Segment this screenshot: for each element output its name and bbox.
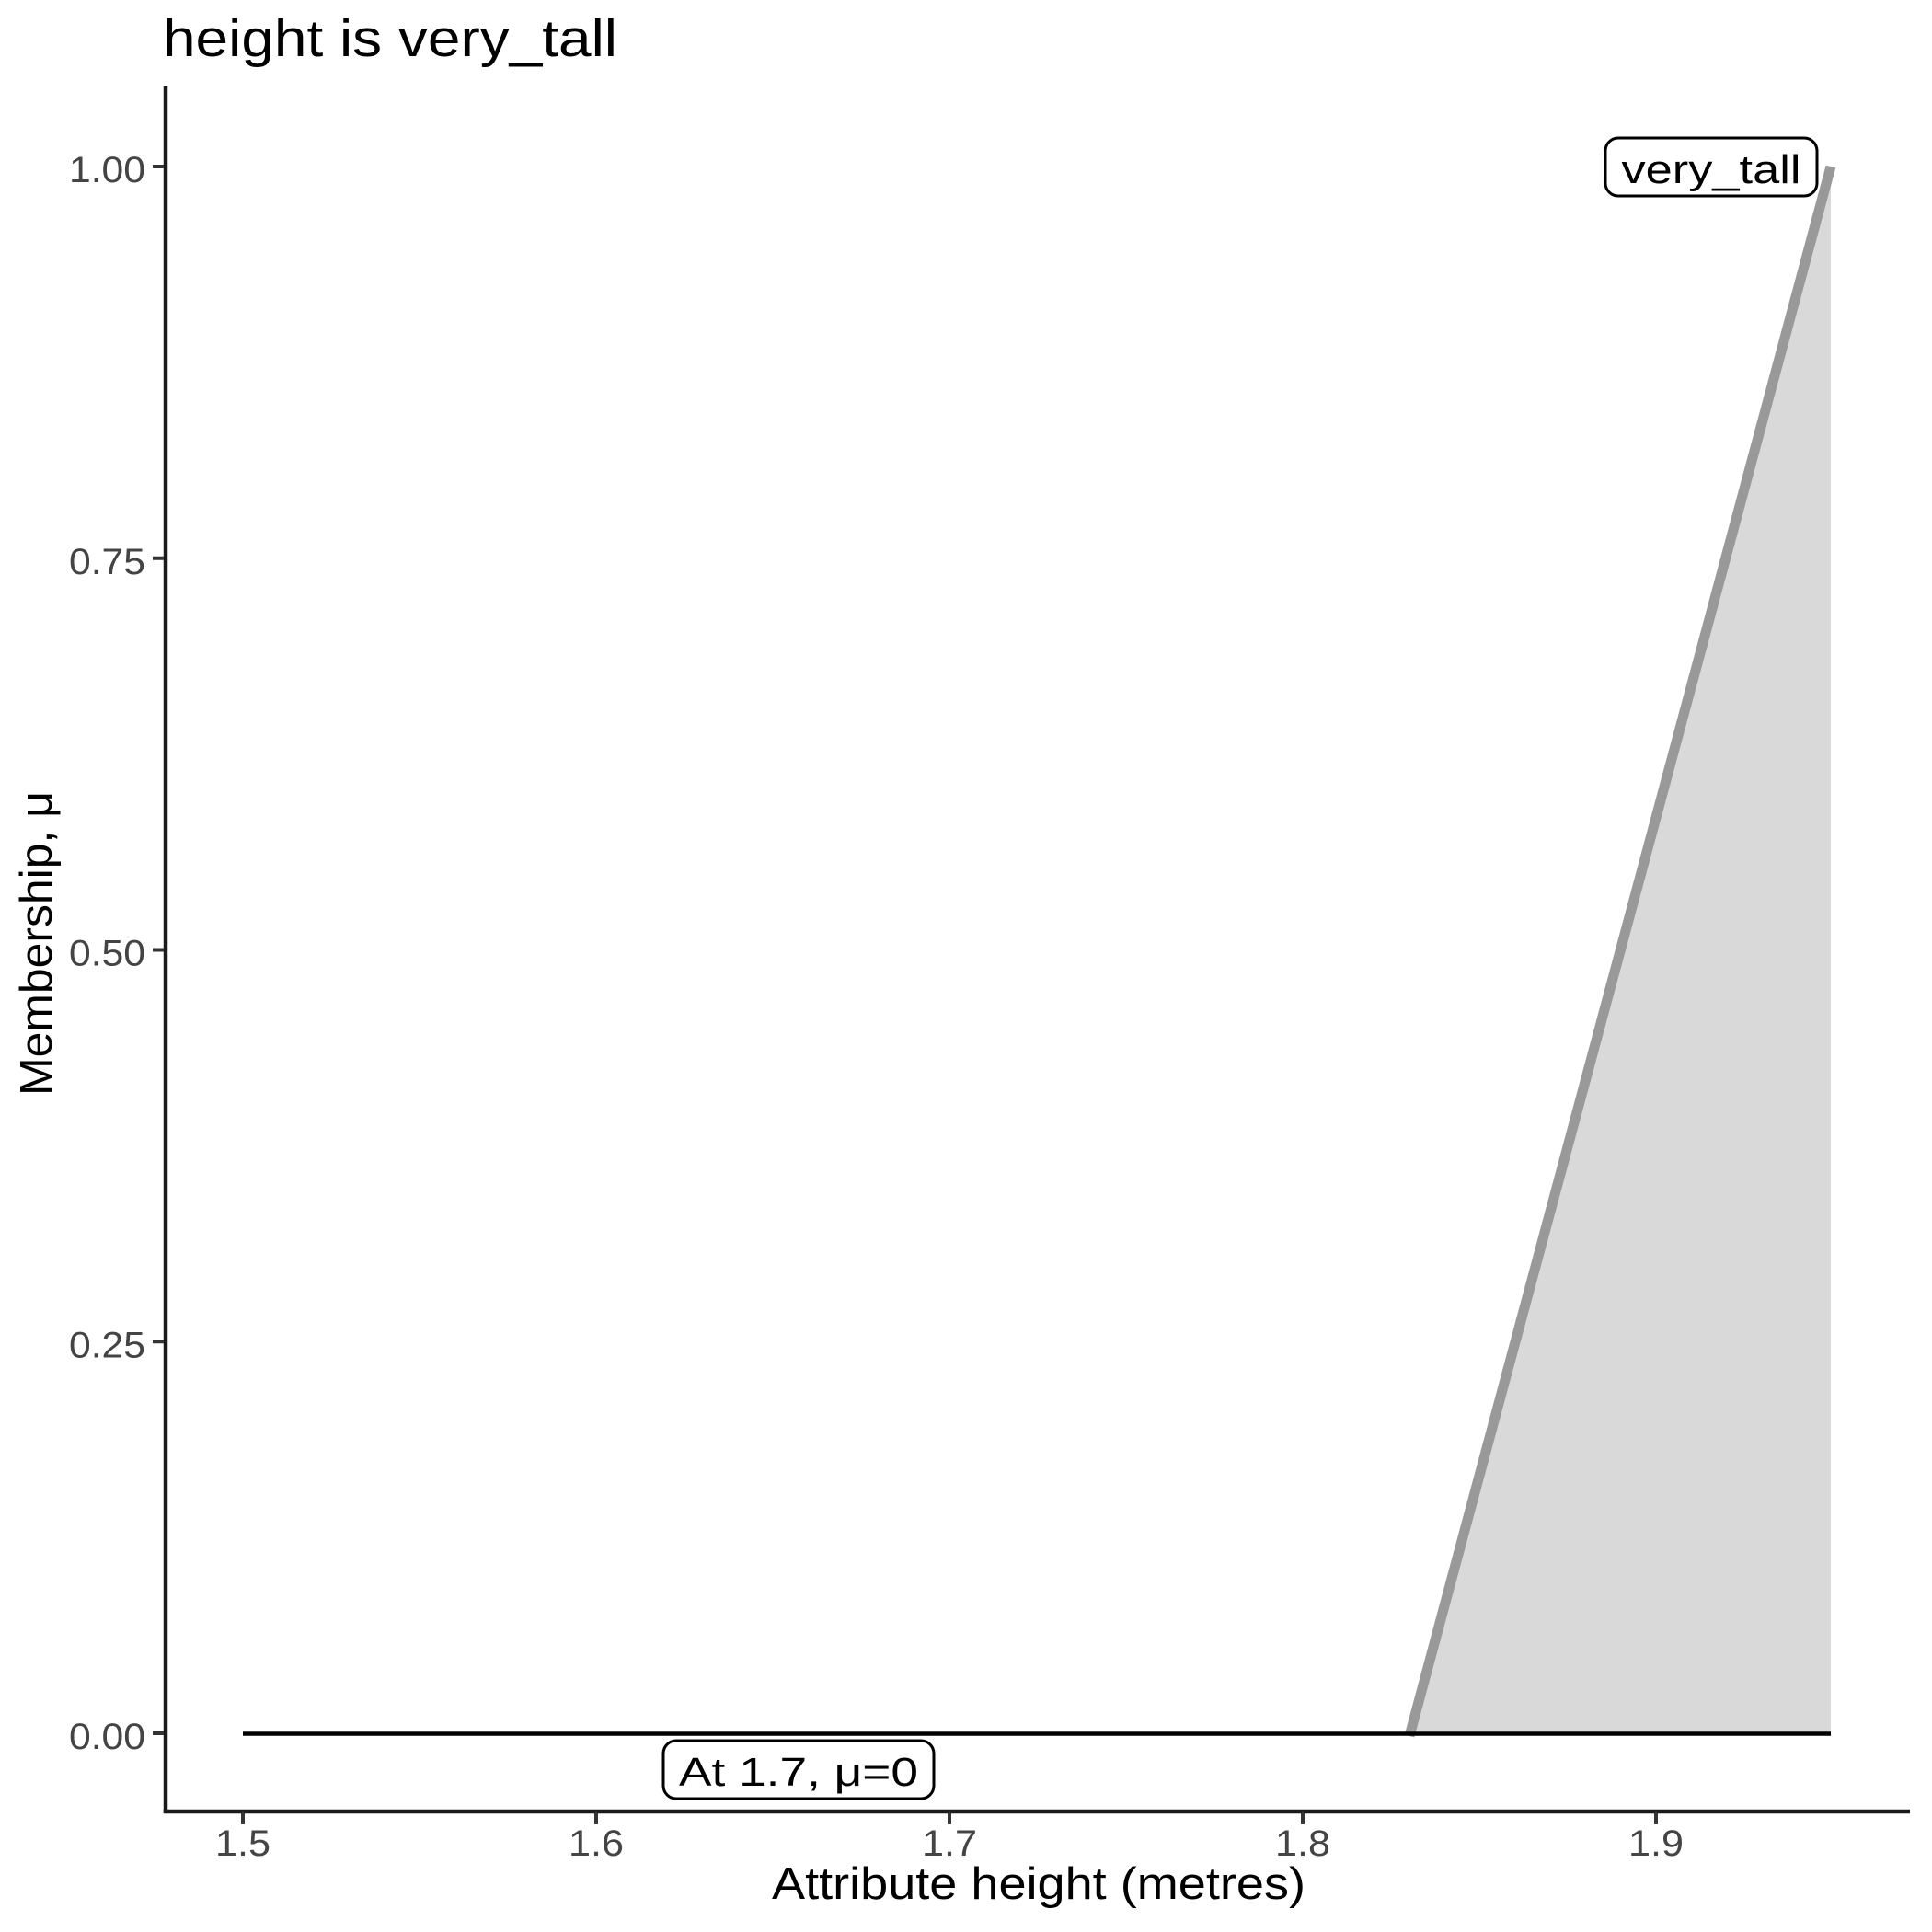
svg-text:0.00: 0.00 <box>69 1717 145 1757</box>
svg-text:0.50: 0.50 <box>69 934 145 974</box>
svg-text:0.25: 0.25 <box>69 1325 145 1365</box>
svg-text:1.8: 1.8 <box>1275 1823 1330 1864</box>
svg-text:1.6: 1.6 <box>569 1823 624 1864</box>
svg-text:0.75: 0.75 <box>69 542 145 582</box>
svg-text:1.9: 1.9 <box>1628 1823 1684 1864</box>
svg-text:Membership, μ: Membership, μ <box>12 791 62 1096</box>
svg-text:1.00: 1.00 <box>69 150 145 190</box>
svg-text:At 1.7, μ=0: At 1.7, μ=0 <box>679 1750 918 1795</box>
svg-text:1.5: 1.5 <box>215 1823 270 1864</box>
svg-text:height is very_tall: height is very_tall <box>163 9 617 68</box>
svg-text:very_tall: very_tall <box>1622 147 1801 192</box>
svg-text:1.7: 1.7 <box>922 1823 977 1864</box>
svg-text:Attribute height (metres): Attribute height (metres) <box>772 1859 1305 1909</box>
